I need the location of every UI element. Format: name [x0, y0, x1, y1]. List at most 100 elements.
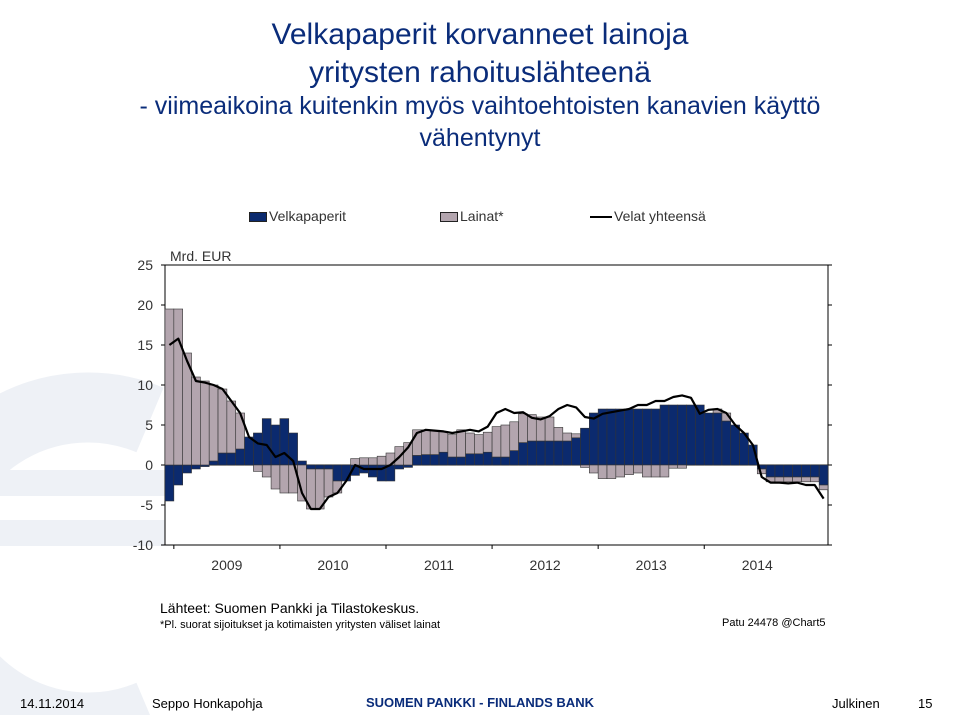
bar-bonds [659, 404, 670, 466]
legend-swatch-loans [440, 212, 458, 223]
bar-bonds [801, 464, 811, 478]
bar-bonds [509, 450, 519, 466]
bar-loans [429, 430, 440, 455]
bar-loans [217, 388, 228, 454]
bar-bonds [668, 404, 679, 466]
bar-loans [571, 433, 581, 439]
bar-bonds [208, 460, 219, 466]
bar-bonds [332, 464, 343, 482]
bar-loans [376, 455, 387, 466]
y-tick-label: 20 [137, 297, 153, 313]
bar-loans [659, 464, 670, 478]
bar-loans [191, 376, 201, 466]
bar-bonds [323, 464, 334, 470]
y-tick-label: -5 [141, 497, 154, 513]
bar-bonds [774, 464, 785, 478]
bar-loans [792, 476, 802, 483]
bar-bonds [261, 418, 272, 466]
bar-bonds [456, 456, 466, 466]
bar-loans [774, 476, 785, 483]
bar-loans [465, 432, 475, 455]
bar-bonds [580, 427, 590, 466]
bar-bonds [368, 464, 378, 478]
y-tick-label: 0 [145, 457, 153, 473]
bar-bonds [438, 451, 449, 466]
bar-bonds [712, 412, 723, 466]
bar-bonds [447, 456, 458, 466]
x-tick-label: 2009 [211, 557, 242, 573]
bar-loans [208, 384, 219, 462]
bar-loans [323, 468, 334, 498]
bar-loans [597, 464, 608, 479]
bar-loans [589, 464, 599, 474]
y-tick-label: 25 [137, 257, 153, 273]
bar-loans [359, 457, 369, 466]
bar-bonds [235, 448, 245, 466]
bar-bonds [792, 464, 802, 478]
bar-bonds [810, 464, 820, 478]
bar-bonds [482, 451, 493, 466]
bar-bonds [597, 408, 608, 466]
bar-loans [253, 464, 263, 472]
footer-page-number: 15 [918, 696, 933, 711]
bar-loans [668, 464, 679, 469]
bar-bonds [818, 464, 829, 486]
bar-bonds [173, 464, 183, 486]
y-tick-label: -10 [133, 537, 153, 553]
title-line-1: Velkapaperit korvanneet lainoja [271, 18, 689, 51]
bar-bonds [491, 456, 502, 466]
bar-bonds [341, 464, 351, 482]
bar-loans [642, 464, 652, 478]
bar-loans [474, 434, 484, 455]
bar-loans [200, 380, 210, 466]
legend-label-bonds: Velkapaperit [269, 208, 347, 224]
bar-bonds [589, 412, 599, 466]
footer-bank: SUOMEN PANKKI - FINLANDS BANK [366, 695, 594, 710]
bar-loans [633, 464, 643, 474]
bar-bonds [226, 452, 237, 466]
legend-label-loans: Lainat* [460, 208, 504, 224]
bar-loans [491, 426, 502, 458]
bar-bonds [500, 456, 511, 466]
bar-bonds [650, 408, 661, 466]
bar-loans [606, 464, 617, 479]
chart-id: Patu 24478 @Chart5 [722, 617, 826, 629]
bar-loans [500, 424, 511, 458]
x-tick-label: 2011 [424, 557, 454, 573]
legend-label-total: Velat yhteensä [614, 208, 706, 224]
bar-bonds [703, 412, 714, 466]
x-tick-label: 2012 [530, 557, 561, 573]
bar-bonds [606, 408, 617, 466]
bar-bonds [429, 454, 440, 466]
bar-loans [164, 308, 175, 466]
bar-loans [438, 431, 449, 453]
bar-loans [544, 416, 555, 442]
title-line-2: yritysten rahoituslähteenä [309, 56, 651, 89]
bar-bonds [642, 408, 652, 466]
title-line-3: - viimeaikoina kuitenkin myös vaihtoehto… [139, 92, 821, 120]
bar-bonds [191, 464, 201, 470]
bar-loans [801, 476, 811, 483]
bar-bonds [624, 408, 634, 466]
legend-swatch-bonds [249, 212, 267, 223]
bar-bonds [297, 460, 307, 466]
bar-loans [624, 464, 634, 475]
footnote: *Pl. suorat sijoitukset ja kotimaisten y… [160, 619, 441, 631]
legend-item-bonds: Velkapaperit [249, 208, 346, 224]
plot-frame [164, 264, 829, 546]
bar-bonds [465, 453, 475, 466]
bar-loans [677, 464, 687, 469]
bar-bonds [270, 424, 281, 466]
bar-bonds [253, 432, 263, 466]
bar-bonds [730, 424, 740, 466]
bar-loans [368, 457, 378, 466]
bar-bonds [677, 404, 687, 466]
bar-loans [518, 413, 528, 443]
bar-loans [553, 427, 564, 442]
y-tick-label: 5 [145, 417, 153, 433]
y-tick-label: 15 [137, 337, 153, 353]
bar-bonds [721, 420, 732, 466]
bar-loans [535, 416, 546, 442]
bar-bonds [571, 437, 581, 466]
bar-loans [509, 421, 519, 451]
